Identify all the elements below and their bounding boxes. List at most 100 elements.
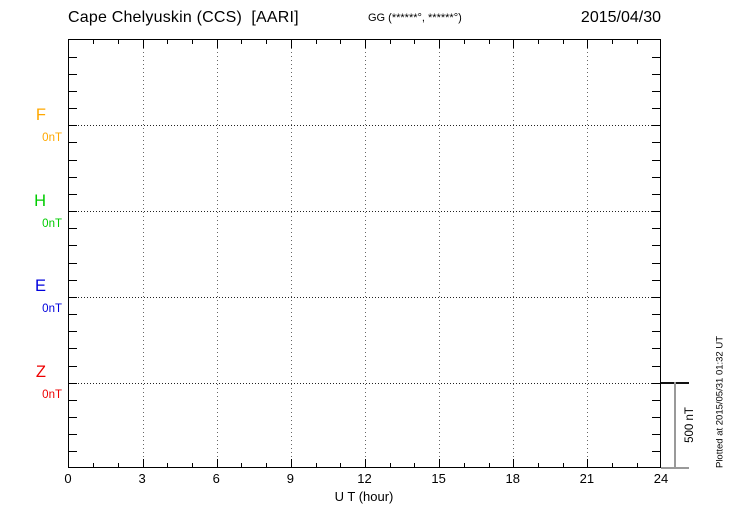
x-tick-bottom: [463, 463, 465, 467]
y-tick-right: [652, 382, 660, 384]
y-tick-right: [652, 108, 660, 110]
y-tick-right: [652, 348, 660, 350]
y-tick-left: [69, 193, 77, 195]
y-tick-right: [652, 73, 660, 75]
channel-baseline-value: 0nT: [42, 389, 62, 402]
y-tick-left: [69, 142, 77, 144]
plot-date: 2015/04/30: [580, 9, 661, 26]
y-tick-right: [652, 279, 660, 281]
x-tick-label-18: 18: [505, 471, 520, 486]
x-tick-top: [192, 40, 194, 44]
x-tick-top: [562, 40, 564, 44]
y-tick-right: [652, 142, 660, 144]
y-tick-left: [69, 108, 77, 110]
x-tick-top: [612, 40, 614, 44]
y-tick-left: [69, 296, 77, 298]
x-tick-bottom: [488, 463, 490, 467]
y-tick-left: [69, 314, 77, 316]
y-tick-left: [69, 417, 77, 419]
y-tick-left: [69, 245, 77, 247]
gridline-vertical-h18: [513, 40, 515, 467]
channel-letter: Z: [35, 363, 46, 382]
baseline-h: [69, 211, 660, 213]
x-tick-top: [439, 40, 441, 48]
x-tick-bottom: [216, 459, 218, 467]
x-tick-bottom: [587, 459, 589, 467]
gridline-vertical-h6: [216, 40, 218, 467]
x-tick-top: [315, 40, 317, 44]
x-tick-bottom: [439, 459, 441, 467]
x-tick-top: [216, 40, 218, 48]
x-tick-top: [266, 40, 268, 44]
x-tick-top: [167, 40, 169, 44]
channel-label-h: H 0nT: [0, 191, 62, 230]
channel-letter: F: [35, 105, 46, 124]
channel-baseline-value: 0nT: [42, 303, 62, 316]
x-tick-bottom: [241, 463, 243, 467]
gridline-vertical-h12: [365, 40, 366, 467]
y-tick-right: [652, 125, 660, 127]
scale-bar-bottom-cap: [661, 466, 689, 469]
channel-label-e: E 0nT: [0, 277, 62, 316]
x-tick-top: [587, 40, 589, 48]
x-tick-label-21: 21: [579, 471, 595, 486]
x-tick-bottom: [612, 463, 614, 467]
y-tick-left: [69, 382, 77, 384]
x-tick-bottom: [290, 459, 292, 467]
y-tick-right: [652, 417, 660, 419]
x-tick-bottom: [266, 463, 268, 467]
x-tick-bottom: [315, 463, 317, 467]
channel-letter: H: [34, 191, 46, 210]
y-tick-right: [652, 90, 660, 92]
x-tick-bottom: [365, 459, 366, 467]
channel-label-z: Z 0nT: [0, 363, 62, 402]
y-tick-left: [69, 228, 77, 230]
y-tick-right: [652, 56, 660, 58]
y-tick-right: [652, 451, 660, 453]
y-tick-right: [652, 176, 660, 178]
x-tick-bottom: [537, 463, 539, 467]
y-tick-left: [69, 262, 77, 264]
y-tick-right: [652, 296, 660, 298]
y-tick-right: [652, 365, 660, 367]
channel-letter: E: [34, 277, 46, 296]
y-tick-left: [69, 73, 77, 75]
scale-bar-line: [674, 382, 676, 468]
x-tick-top: [142, 40, 144, 48]
x-tick-top: [513, 40, 515, 48]
y-tick-right: [652, 211, 660, 213]
x-tick-top: [290, 40, 292, 48]
y-tick-left: [69, 331, 77, 333]
channel-label-f: F 0nT: [0, 105, 62, 144]
x-tick-bottom: [192, 463, 194, 467]
x-tick-top: [537, 40, 539, 44]
x-tick-top: [365, 40, 366, 48]
gridline-vertical-h9: [290, 40, 292, 467]
baseline-e: [69, 296, 660, 298]
x-tick-bottom: [513, 459, 515, 467]
y-tick-left: [69, 279, 77, 281]
y-tick-right: [652, 262, 660, 264]
gridline-vertical-h21: [587, 40, 589, 467]
x-tick-bottom: [340, 463, 342, 467]
y-tick-right: [652, 245, 660, 247]
baseline-f: [69, 125, 660, 127]
page-title: Cape Chelyuskin (CCS) [AARI]: [68, 9, 299, 26]
x-tick-label-12: 12: [357, 471, 372, 486]
baseline-z: [69, 382, 660, 384]
y-tick-right: [652, 314, 660, 316]
x-tick-bottom: [414, 463, 416, 467]
y-tick-left: [69, 348, 77, 350]
scale-bar-label: 500 nT: [684, 407, 696, 443]
x-tick-bottom: [117, 463, 119, 467]
x-tick-bottom: [93, 463, 95, 467]
y-tick-left: [69, 159, 77, 161]
x-tick-label-3: 3: [138, 471, 146, 486]
y-tick-left: [69, 451, 77, 453]
plotted-at-note: Plotted at 2015/05/31 01:32 UT: [714, 335, 726, 469]
x-tick-top: [389, 40, 391, 44]
x-tick-top: [117, 40, 119, 44]
plot-area: [68, 39, 661, 468]
x-tick-top: [636, 40, 638, 44]
